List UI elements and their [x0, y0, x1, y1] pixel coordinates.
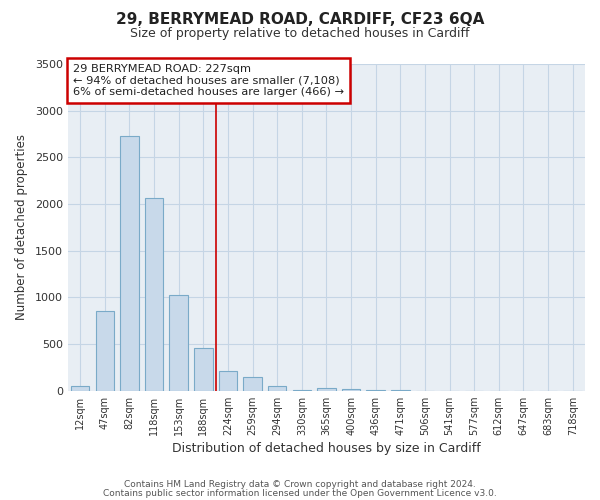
Bar [169, 296, 188, 390]
Bar [317, 388, 335, 390]
Y-axis label: Number of detached properties: Number of detached properties [15, 134, 28, 320]
Bar [145, 198, 163, 390]
Bar [194, 348, 212, 391]
Bar [71, 386, 89, 390]
Text: Size of property relative to detached houses in Cardiff: Size of property relative to detached ho… [130, 28, 470, 40]
Text: 29 BERRYMEAD ROAD: 227sqm
← 94% of detached houses are smaller (7,108)
6% of sem: 29 BERRYMEAD ROAD: 227sqm ← 94% of detac… [73, 64, 344, 97]
Bar [342, 389, 361, 390]
Bar [268, 386, 286, 390]
Bar [120, 136, 139, 390]
Text: Contains public sector information licensed under the Open Government Licence v3: Contains public sector information licen… [103, 488, 497, 498]
Text: 29, BERRYMEAD ROAD, CARDIFF, CF23 6QA: 29, BERRYMEAD ROAD, CARDIFF, CF23 6QA [116, 12, 484, 28]
Text: Contains HM Land Registry data © Crown copyright and database right 2024.: Contains HM Land Registry data © Crown c… [124, 480, 476, 489]
X-axis label: Distribution of detached houses by size in Cardiff: Distribution of detached houses by size … [172, 442, 481, 455]
Bar [244, 377, 262, 390]
Bar [95, 311, 114, 390]
Bar [219, 371, 237, 390]
